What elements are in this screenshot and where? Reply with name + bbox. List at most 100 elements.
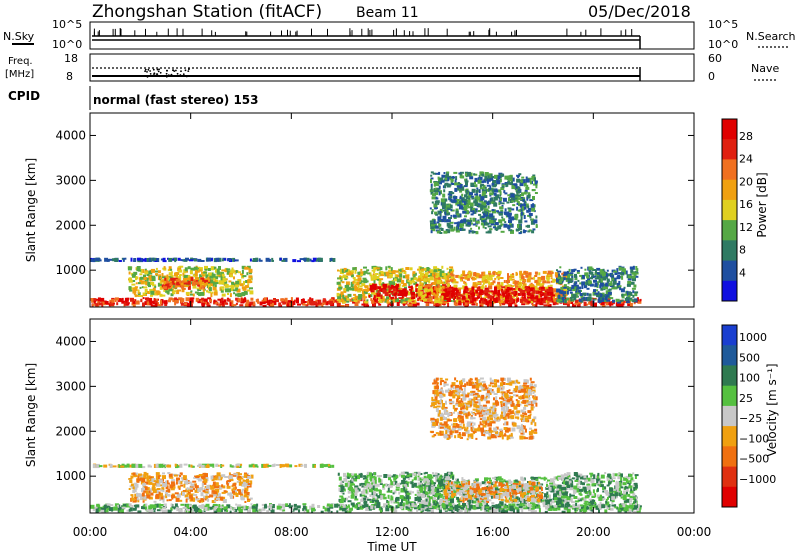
data-cell-0-5-23	[418, 296, 421, 300]
data-cell-0-6-235	[434, 297, 439, 300]
data-cell-0-2-283	[233, 292, 236, 295]
data-cell-0-9-181	[627, 297, 632, 300]
data-cell-1-0-427	[214, 510, 218, 513]
data-cell-0-7-140	[471, 286, 475, 291]
data-cell-0-0-160	[607, 297, 611, 300]
data-cell-1-2-219	[205, 488, 209, 492]
data-cell-0-8-462	[510, 197, 515, 202]
data-cell-0-0-180	[97, 297, 101, 302]
data-cell-0-4-217	[413, 282, 416, 285]
data-cell-0-8-510	[517, 189, 520, 192]
data-cell-0-8-631	[516, 178, 521, 183]
data-cell-0-8-360	[508, 212, 512, 216]
data-cell-0-2-66	[197, 289, 202, 291]
data-cell-0-8-141	[513, 217, 517, 220]
data-cell-1-0-544	[348, 510, 352, 513]
data-cell-0-1-113	[104, 257, 109, 262]
data-cell-1-0-511	[538, 508, 541, 513]
data-cell-0-8-44	[503, 190, 506, 194]
data-cell-0-8-366	[450, 199, 453, 203]
data-cell-0-7-150	[455, 292, 458, 295]
data-cell-0-1-69	[122, 257, 125, 262]
data-cell-0-8-11	[469, 202, 474, 207]
data-cell-0-0-18	[417, 298, 420, 302]
data-cell-1-0-436	[100, 507, 105, 510]
data-cell-1-0-409	[212, 503, 217, 506]
data-cell-0-4-310	[401, 267, 404, 270]
data-cell-0-2-236	[247, 279, 252, 284]
nave-dip-25	[177, 75, 180, 77]
data-cell-0-0-377	[185, 297, 190, 302]
data-cell-1-2-142	[160, 495, 164, 500]
data-cell-0-8-473	[504, 175, 509, 180]
data-cell-0-7-83	[526, 286, 530, 290]
data-cell-0-8-731	[489, 213, 494, 218]
data-cell-1-0-598	[544, 510, 548, 513]
data-cell-0-8-264	[488, 187, 491, 192]
data-cell-0-9-309	[621, 268, 626, 273]
data-cell-1-0-359	[205, 503, 210, 507]
data-cell-0-1-98	[177, 257, 181, 261]
data-cell-0-0-594	[309, 299, 311, 304]
data-cell-0-8-422	[512, 204, 516, 207]
data-cell-0-8-72	[474, 196, 479, 200]
data-cell-1-2-277	[148, 490, 151, 494]
data-cell-1-2-166	[170, 484, 173, 488]
data-cell-0-2-70	[138, 277, 141, 281]
data-cell-0-8-97	[482, 184, 486, 189]
data-cell-0-6-37	[488, 270, 491, 274]
data-cell-0-9-244	[605, 290, 610, 295]
data-cell-0-6-514	[438, 288, 442, 293]
data-cell-0-8-633	[519, 209, 523, 212]
data-cell-0-6-372	[427, 300, 431, 303]
data-cell-0-8-236	[439, 223, 442, 227]
data-cell-0-4-222	[405, 274, 409, 279]
data-cell-1-2-229	[146, 473, 149, 476]
data-cell-0-8-246	[492, 221, 494, 225]
data-cell-0-0-525	[214, 302, 218, 304]
data-cell-1-0-243	[574, 510, 577, 513]
data-cell-0-6-550	[484, 285, 487, 288]
data-cell-0-8-619	[456, 185, 460, 188]
data-cell-0-8-439	[487, 225, 492, 228]
data-cell-0-9-88	[616, 282, 620, 286]
data-cell-0-4-230	[386, 296, 389, 300]
data-cell-0-9-73	[562, 292, 565, 297]
data-cell-0-2-23	[154, 270, 158, 273]
data-cell-1-0-495	[264, 504, 267, 509]
data-cell-0-2-197	[221, 269, 226, 272]
data-cell-0-0-128	[378, 303, 382, 306]
data-cell-0-2-328	[220, 288, 224, 293]
data-cell-0-8-578	[470, 227, 473, 230]
data-cell-0-8-207	[527, 205, 530, 209]
data-cell-1-0-400	[548, 508, 553, 511]
data-cell-0-9-270	[620, 275, 623, 278]
data-cell-0-4-178	[423, 267, 428, 271]
data-cell-0-0-135	[637, 300, 642, 304]
data-cell-0-7-90	[470, 290, 474, 294]
data-cell-0-9-343	[598, 278, 601, 283]
data-cell-0-0-26	[513, 302, 517, 305]
nave-dip-39	[153, 74, 156, 77]
data-cell-0-4-121	[452, 300, 455, 303]
data-cell-0-2-400	[209, 279, 214, 284]
colorbar-segment-0-2	[722, 159, 737, 181]
data-cell-0-8-627	[444, 184, 447, 189]
data-cell-0-2-11	[148, 285, 151, 288]
data-cell-0-7-69	[463, 289, 467, 294]
data-cell-1-0-356	[280, 506, 282, 509]
nave-dip-2	[167, 74, 170, 76]
data-cell-0-7-203	[447, 291, 451, 294]
data-cell-0-3-55	[203, 282, 207, 286]
data-cell-0-2-432	[145, 281, 148, 286]
data-cell-0-4-354	[413, 277, 418, 281]
data-cell-0-8-750	[500, 223, 504, 226]
data-cell-0-6-554	[439, 291, 443, 294]
data-cell-1-0-320	[580, 508, 584, 512]
data-cell-0-2-276	[199, 274, 202, 279]
data-cell-0-6-215	[465, 283, 468, 288]
data-cell-0-8-678	[486, 177, 491, 182]
data-cell-1-0-303	[244, 506, 249, 509]
data-cell-0-2-118	[235, 294, 238, 297]
